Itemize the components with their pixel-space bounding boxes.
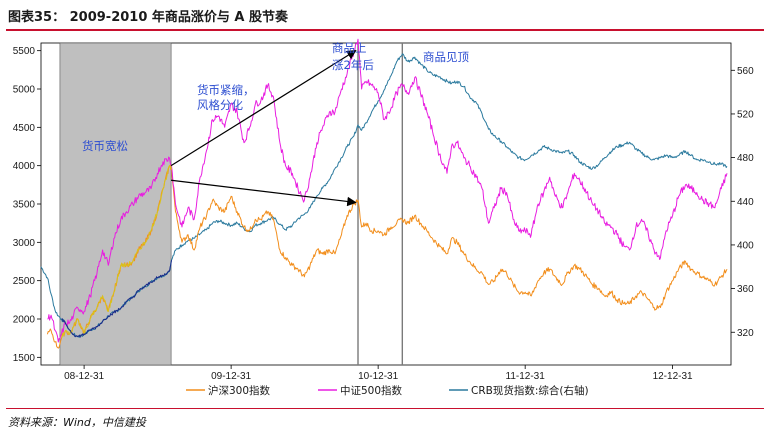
y-right-tick-label: 400 [737, 240, 754, 251]
legend: 沪深300指数 中证500指数 CRB现货指数:综合(右轴) [186, 384, 589, 397]
source-note: 资料来源：Wind，中信建投 [8, 416, 146, 429]
series-overlay-crb-easing [61, 260, 172, 339]
annotation-commodity-rise-2: 涨2年后 [332, 58, 374, 72]
y-left-tick-label: 5000 [13, 85, 36, 96]
y-right-tick-label: 560 [737, 66, 754, 77]
legend-label-hs300: 沪深300指数 [208, 384, 271, 397]
arrow-layer [170, 50, 357, 207]
source-divider [6, 408, 764, 409]
vline-layer [357, 43, 404, 365]
y-left-tick-label: 1500 [13, 353, 36, 364]
y-left-tick-label: 4000 [13, 161, 36, 172]
y-left-tick-label: 2500 [13, 276, 36, 287]
legend-label-zz500: 中证500指数 [340, 384, 403, 397]
title-divider [6, 29, 764, 31]
y-left-tick-label: 5500 [13, 46, 36, 57]
annotation-easing: 货币宽松 [82, 139, 128, 153]
x-tick-label: 12-12-31 [653, 371, 693, 382]
y-left-tick-label: 2000 [13, 315, 36, 326]
x-tick-label: 08-12-31 [64, 371, 104, 382]
arrow-zz500-trend [170, 50, 357, 167]
y-right-tick-label: 360 [737, 284, 754, 295]
series-line-zz500 [47, 38, 728, 343]
annotation-tightening: 货币紧缩， [197, 83, 255, 97]
legend-label-crb: CRB现货指数:综合(右轴) [471, 384, 589, 397]
y-left-tick-label: 3500 [13, 200, 36, 211]
y-right-tick-label: 520 [737, 109, 754, 120]
x-axis: 08-12-31 09-12-31 10-12-31 11-12-31 12-12-31 [64, 365, 693, 382]
x-tick-label: 10-12-31 [358, 371, 398, 382]
series-layer [40, 38, 728, 349]
y-axis-right: 320 360 400 440 480 520 560 [731, 66, 754, 339]
arrow-hs300-trend [171, 179, 357, 207]
y-right-tick-label: 480 [737, 153, 754, 164]
y-right-tick-label: 440 [737, 197, 754, 208]
easing-period-shade [59, 42, 172, 366]
shade-layer [59, 42, 172, 366]
y-left-tick-label: 4500 [13, 123, 36, 134]
annotation-style-divergence: 风格分化 [197, 98, 243, 112]
annotation-commodity-peak: 商品见顶 [423, 50, 469, 64]
annotation-commodity-rise-1: 商品上 [332, 41, 367, 55]
series-overlay-hs300-easing [61, 164, 172, 339]
series-line-hs300 [46, 165, 728, 349]
x-tick-label: 11-12-31 [506, 371, 546, 382]
y-right-tick-label: 320 [737, 328, 754, 339]
chart-title: 图表35： 2009-2010 年商品涨价与 A 股节奏 [8, 10, 289, 25]
x-tick-label: 09-12-31 [211, 371, 251, 382]
y-left-tick-label: 3000 [13, 238, 36, 249]
y-axis-left: 1500 2000 2500 3000 3500 4000 4500 5000 5500 [13, 46, 41, 364]
